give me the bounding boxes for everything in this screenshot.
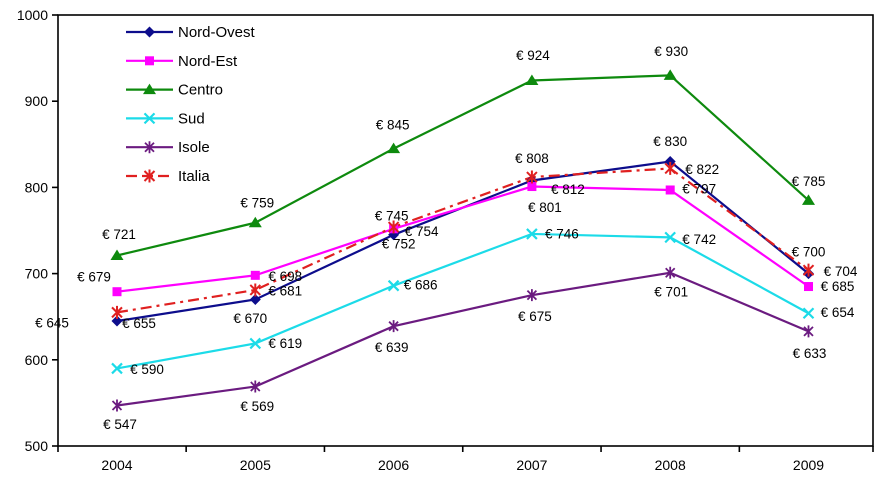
data-label-nord-ovest-2009: € 700 xyxy=(792,244,826,259)
x-axis-label-2004: 2004 xyxy=(101,457,132,473)
x-axis-label-2008: 2008 xyxy=(655,457,686,473)
data-label-isole-2006: € 639 xyxy=(375,340,409,355)
marker-centro-2007 xyxy=(525,74,539,86)
marker-nord-est-2009 xyxy=(804,282,813,292)
data-label-nord-est-2008: € 797 xyxy=(682,182,716,197)
marker-isole-2005 xyxy=(250,380,261,393)
marker-sud-2005 xyxy=(249,337,262,350)
data-label-centro-2006: € 845 xyxy=(376,117,410,132)
data-label-nord-ovest-2008: € 830 xyxy=(653,134,687,149)
series-line-isole xyxy=(116,271,809,407)
data-label-isole-2007: € 675 xyxy=(518,309,552,324)
data-label-italia-2005: € 681 xyxy=(268,284,302,299)
data-label-nord-est-2006: € 752 xyxy=(382,236,416,251)
marker-nord-ovest-2004 xyxy=(111,315,123,327)
marker-italia-2009 xyxy=(802,263,815,277)
legend-label-nord-est: Nord-Est xyxy=(178,53,238,70)
y-axis-label: 600 xyxy=(25,352,49,368)
marker-italia-2006 xyxy=(387,220,400,234)
data-label-sud-2008: € 742 xyxy=(682,232,716,247)
data-label-sud-2004: € 590 xyxy=(130,362,164,377)
marker-nord-est-2004 xyxy=(112,287,122,297)
data-label-centro-2007: € 924 xyxy=(516,48,550,63)
data-label-italia-2007: € 812 xyxy=(551,182,585,197)
marker-nord-est-2007 xyxy=(527,182,537,192)
data-label-isole-2005: € 569 xyxy=(240,399,274,414)
data-label-centro-2004: € 721 xyxy=(102,227,136,242)
legend-marker-italia xyxy=(143,169,156,183)
marker-sud-2008 xyxy=(664,231,676,244)
marker-centro-2009 xyxy=(802,194,815,205)
x-axis-label-2005: 2005 xyxy=(240,457,271,473)
legend-marker-nord-ovest xyxy=(144,26,155,38)
y-axis-label: 1000 xyxy=(17,7,48,23)
plot-area-border xyxy=(57,14,874,447)
y-axis-label: 900 xyxy=(25,93,49,109)
legend-label-nord-ovest: Nord-Ovest xyxy=(178,24,256,41)
marker-sud-2007 xyxy=(526,228,538,240)
marker-italia-2005 xyxy=(249,283,262,297)
data-label-italia-2006: € 754 xyxy=(405,224,439,239)
marker-centro-2004 xyxy=(110,249,124,260)
legend-label-centro: Centro xyxy=(178,82,223,99)
data-label-sud-2007: € 746 xyxy=(545,227,579,242)
data-label-nord-est-2007: € 801 xyxy=(528,200,562,215)
data-label-nord-est-2005: € 698 xyxy=(268,269,302,284)
marker-nord-est-2008 xyxy=(665,185,675,195)
y-axis-label: 800 xyxy=(25,179,49,195)
data-label-sud-2006: € 686 xyxy=(404,277,438,292)
x-axis-label-2006: 2006 xyxy=(378,457,409,473)
y-axis-label: 700 xyxy=(25,266,49,282)
legend-label-sud: Sud xyxy=(178,110,205,127)
marker-sud-2006 xyxy=(387,279,400,292)
marker-centro-2008 xyxy=(663,69,677,80)
marker-italia-2008 xyxy=(664,161,676,175)
y-axis-label: 500 xyxy=(25,438,49,454)
data-label-centro-2008: € 930 xyxy=(654,44,688,59)
data-label-nord-est-2009: € 685 xyxy=(821,279,855,294)
marker-isole-2007 xyxy=(526,289,538,302)
x-axis-label-2007: 2007 xyxy=(516,457,547,473)
data-label-italia-2009: € 704 xyxy=(824,264,858,279)
legend-label-italia: Italia xyxy=(178,168,210,185)
marker-italia-2007 xyxy=(526,170,538,184)
data-label-sud-2005: € 619 xyxy=(268,336,302,351)
data-label-sud-2009: € 654 xyxy=(821,305,855,320)
marker-centro-2005 xyxy=(248,216,262,228)
legend-label-isole: Isole xyxy=(178,139,210,156)
marker-centro-2006 xyxy=(387,142,401,154)
legend-marker-isole xyxy=(144,141,155,154)
series-line-sud xyxy=(116,232,810,370)
series-line-centro xyxy=(116,74,810,257)
series-line-italia xyxy=(116,167,810,314)
marker-isole-2008 xyxy=(665,266,676,279)
marker-isole-2006 xyxy=(388,320,399,333)
data-label-nord-est-2004: € 679 xyxy=(77,269,111,284)
marker-isole-2004 xyxy=(111,399,123,412)
marker-nord-est-2005 xyxy=(250,270,260,280)
legend-marker-centro xyxy=(143,83,156,95)
legend-marker-nord-est xyxy=(145,56,154,66)
data-label-italia-2008: € 822 xyxy=(685,162,719,177)
marker-sud-2009 xyxy=(802,307,815,320)
data-label-isole-2008: € 701 xyxy=(654,284,688,299)
data-label-nord-ovest-2007: € 808 xyxy=(515,151,549,166)
series-line-nord-est xyxy=(116,185,810,293)
marker-nord-ovest-2005 xyxy=(249,293,261,305)
marker-italia-2004 xyxy=(111,305,123,319)
x-axis-label-2009: 2009 xyxy=(793,457,824,473)
data-label-centro-2009: € 785 xyxy=(792,174,826,189)
data-label-isole-2009: € 633 xyxy=(793,346,827,361)
data-label-nord-ovest-2006: € 745 xyxy=(375,209,409,224)
data-label-centro-2005: € 759 xyxy=(240,195,274,210)
data-label-nord-ovest-2005: € 670 xyxy=(233,311,267,326)
marker-sud-2004 xyxy=(111,362,123,375)
legend-marker-sud xyxy=(143,112,156,125)
marker-isole-2009 xyxy=(803,325,814,338)
data-label-italia-2004: € 655 xyxy=(122,316,156,331)
data-label-nord-ovest-2004: € 645 xyxy=(35,316,69,331)
data-label-isole-2004: € 547 xyxy=(103,417,137,432)
